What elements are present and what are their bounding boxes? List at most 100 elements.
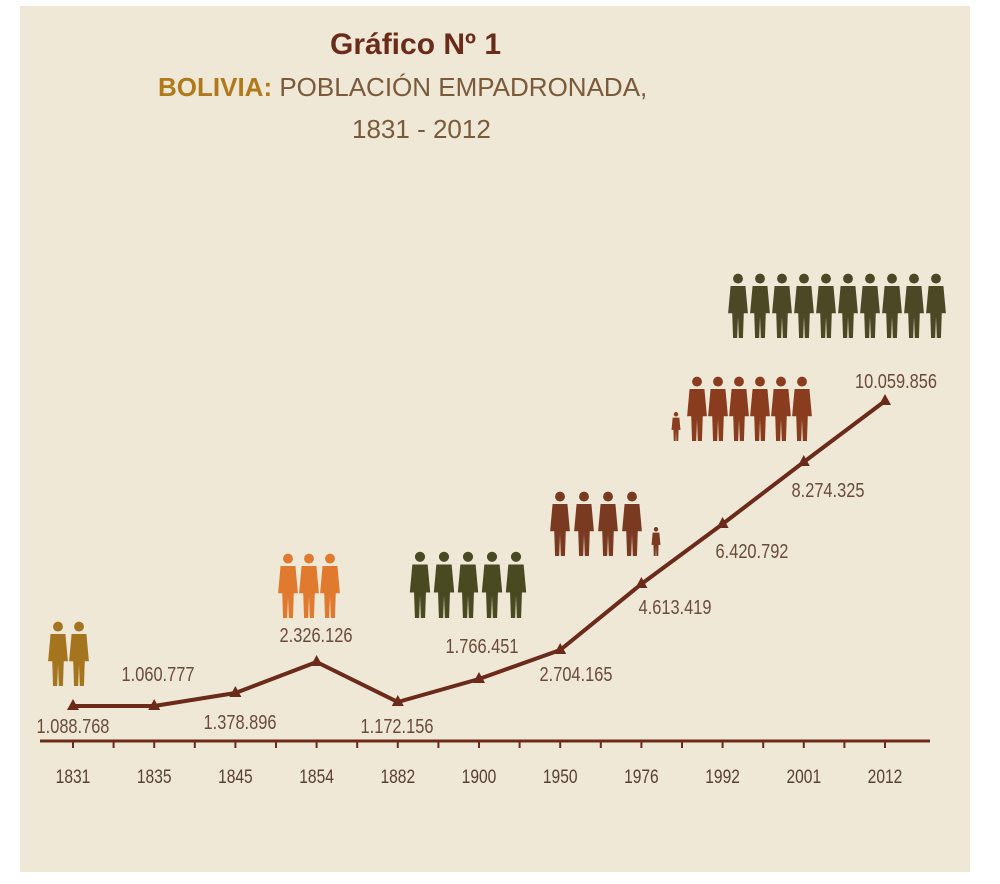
data-label: 6.420.792: [716, 539, 789, 562]
data-point-marker: [148, 699, 161, 710]
person-body: [728, 286, 748, 338]
person-head: [304, 553, 314, 564]
person-body: [750, 286, 770, 338]
person-body: [708, 389, 728, 441]
person-head: [821, 273, 831, 284]
person-body: [904, 286, 924, 338]
person-silhouette-icon: [792, 376, 812, 441]
person-silhouette-icon: [708, 376, 728, 441]
person-body: [771, 389, 791, 441]
person-body: [278, 566, 298, 618]
x-tick-label: 1976: [624, 766, 659, 788]
person-body: [409, 564, 431, 618]
person-silhouette-icon: [882, 273, 902, 338]
person-body: [574, 504, 594, 556]
person-body: [457, 564, 479, 618]
person-body: [651, 532, 661, 556]
data-point-marker: [229, 686, 242, 697]
x-tick-label: 1900: [462, 766, 497, 788]
person-head: [713, 376, 723, 387]
person-silhouette-icon: [320, 553, 340, 618]
person-silhouette-icon: [926, 273, 946, 338]
x-tick-label: 1831: [56, 766, 91, 788]
person-head: [510, 551, 522, 562]
person-silhouette-icon: [904, 273, 924, 338]
person-body: [794, 286, 814, 338]
data-label: 1.378.896: [204, 710, 277, 733]
person-head: [603, 491, 613, 502]
person-body: [926, 286, 946, 338]
person-silhouette-icon: [622, 491, 642, 556]
person-head: [653, 527, 659, 532]
data-label: 1.766.451: [446, 634, 519, 657]
person-silhouette-icon: [671, 412, 681, 441]
person-silhouette-icon: [598, 491, 618, 556]
data-point-marker: [554, 643, 567, 654]
person-silhouette-icon: [838, 273, 858, 338]
person-head: [843, 273, 853, 284]
x-tick-label: 1882: [380, 766, 415, 788]
person-head: [53, 621, 63, 632]
data-label: 10.059.856: [855, 369, 937, 392]
person-silhouette-icon: [457, 551, 479, 618]
person-silhouette-icon: [729, 376, 749, 441]
person-head: [755, 273, 765, 284]
person-body: [838, 286, 858, 338]
data-label: 1.172.156: [361, 714, 434, 737]
data-point-marker: [473, 672, 485, 683]
data-point-marker: [391, 695, 404, 706]
person-silhouette-icon: [481, 551, 503, 618]
person-head: [755, 376, 765, 387]
person-head: [887, 273, 897, 284]
person-silhouette-icon: [860, 273, 880, 338]
x-tick-label: 1835: [137, 766, 172, 788]
person-head: [777, 273, 787, 284]
person-silhouette-icon: [299, 553, 319, 618]
person-head: [555, 491, 565, 502]
person-body: [860, 286, 880, 338]
people-1992: [671, 376, 812, 441]
people-1976: [550, 491, 661, 556]
person-head: [733, 273, 743, 284]
person-silhouette-icon: [550, 491, 570, 556]
person-body: [671, 417, 681, 441]
person-silhouette-icon: [574, 491, 594, 556]
data-point-marker: [635, 577, 648, 588]
data-point-marker: [310, 655, 323, 666]
person-silhouette-icon: [794, 273, 814, 338]
chart-years: 1831 - 2012: [352, 114, 491, 144]
data-label: 4.613.419: [639, 595, 712, 618]
person-head: [673, 412, 679, 417]
data-label: 1.060.777: [122, 662, 195, 685]
person-silhouette-icon: [505, 551, 527, 618]
x-tick-label: 1854: [299, 766, 334, 788]
person-silhouette-icon: [687, 376, 707, 441]
person-silhouette-icon: [816, 273, 836, 338]
subtitle-country: BOLIVIA:: [158, 72, 273, 102]
person-body: [505, 564, 527, 618]
data-point-marker: [879, 394, 891, 405]
people-1854: [278, 553, 340, 618]
person-silhouette-icon: [728, 273, 748, 338]
data-point-marker: [716, 517, 729, 528]
person-head: [931, 273, 941, 284]
person-body: [69, 634, 89, 686]
people-1831: [48, 621, 89, 686]
person-head: [283, 553, 293, 564]
person-head: [776, 376, 786, 387]
person-body: [750, 389, 770, 441]
person-body: [729, 389, 749, 441]
person-head: [486, 551, 498, 562]
person-head: [462, 551, 474, 562]
person-silhouette-icon: [278, 553, 298, 618]
data-label: 8.274.325: [792, 478, 865, 501]
person-silhouette-icon: [651, 527, 661, 556]
data-label: 2.326.126: [280, 623, 353, 646]
subtitle-text: POBLACIÓN EMPADRONADA,: [272, 72, 648, 102]
person-head: [414, 551, 426, 562]
person-head: [692, 376, 702, 387]
x-tick-label: 1845: [218, 766, 253, 788]
x-tick-label: 1950: [543, 766, 578, 788]
person-body: [299, 566, 319, 618]
